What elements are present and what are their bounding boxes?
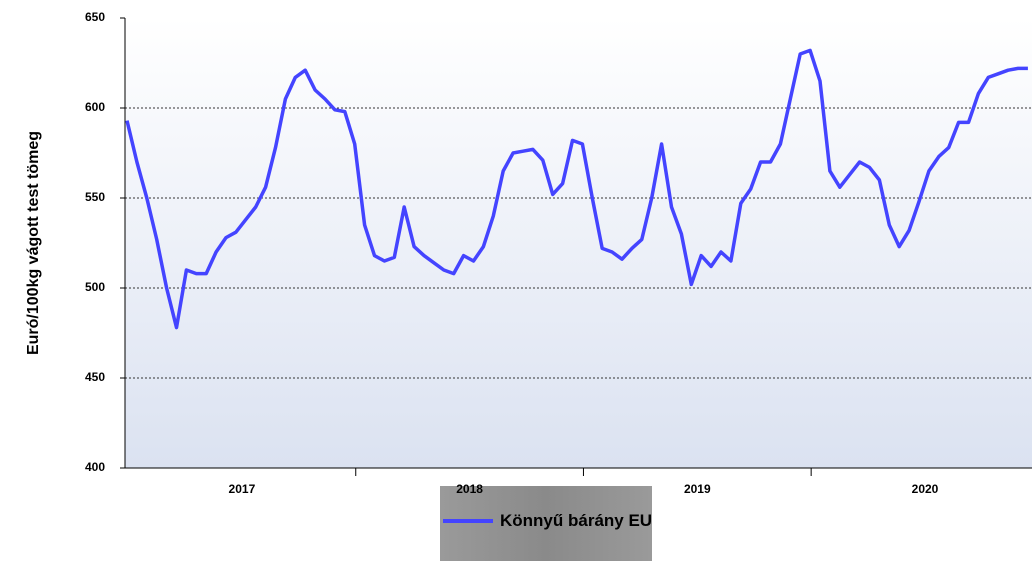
y-tick-label: 600 (85, 100, 105, 114)
series-line (125, 48, 1028, 330)
legend-box (440, 486, 652, 561)
x-tick-label: 2018 (456, 482, 483, 496)
y-axis-label: Euró/100kg vágott test tömeg (25, 131, 42, 355)
y-tick-label: 400 (85, 460, 105, 474)
y-tick-label: 500 (85, 280, 105, 294)
y-tick-label: 650 (85, 10, 105, 24)
x-tick-label: 2020 (912, 482, 939, 496)
plot-area (125, 18, 1032, 468)
x-tick-label: 2017 (229, 482, 256, 496)
y-tick-label: 450 (85, 370, 105, 384)
legend-label: Könnyű bárány EU (500, 511, 653, 530)
y-tick-label: 550 (85, 190, 105, 204)
x-tick-label: 2019 (684, 482, 711, 496)
